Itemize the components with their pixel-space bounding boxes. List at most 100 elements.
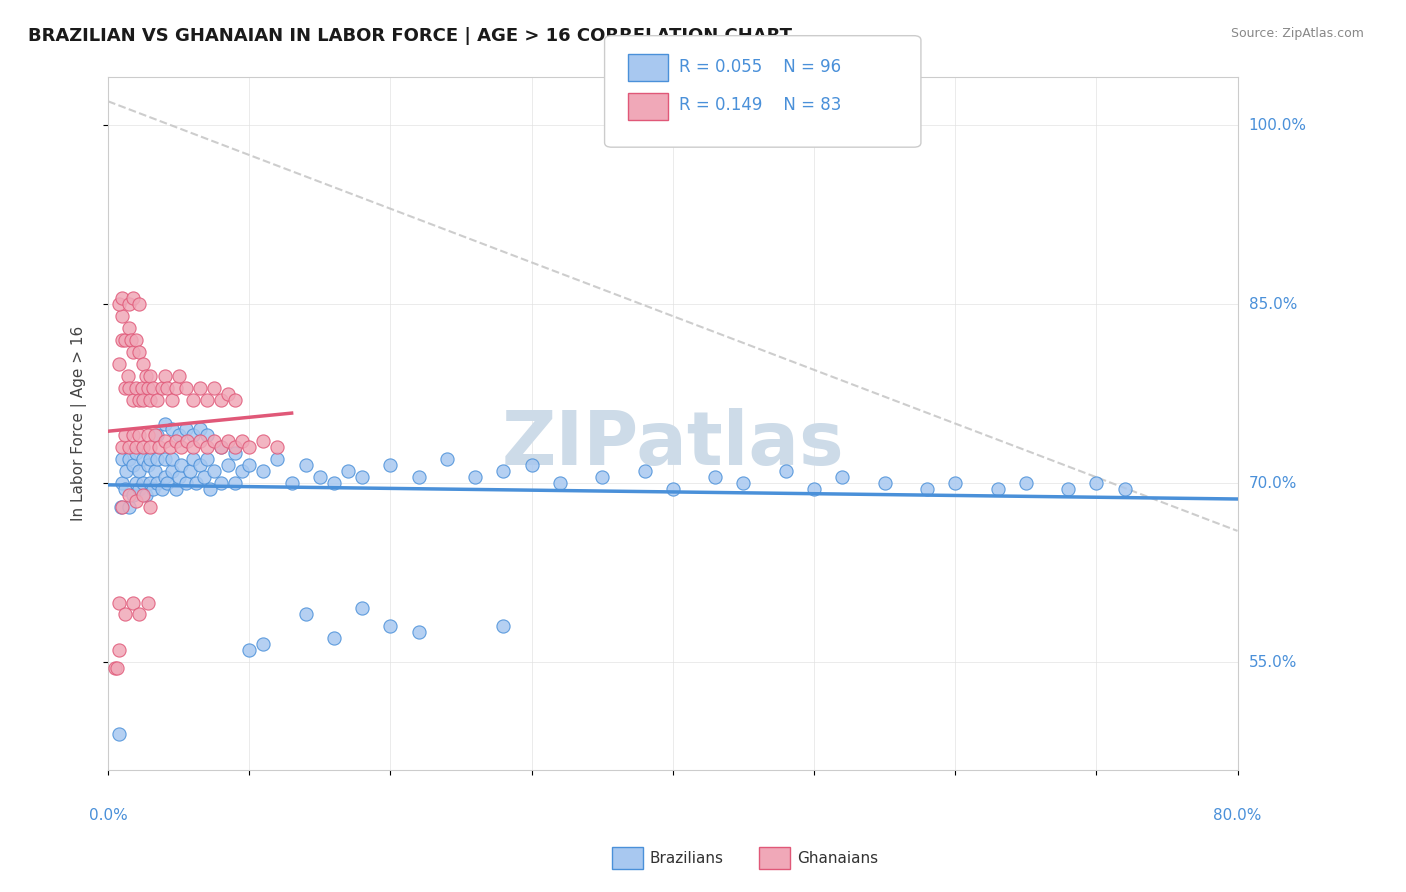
- Point: [159, 441, 181, 455]
- Point: [337, 464, 360, 478]
- Point: [548, 476, 571, 491]
- Point: [704, 470, 727, 484]
- Point: [174, 381, 197, 395]
- Point: [128, 482, 150, 496]
- Point: [111, 291, 134, 305]
- Point: [170, 441, 193, 455]
- Point: [139, 441, 162, 455]
- Point: [1057, 482, 1080, 496]
- Point: [520, 458, 543, 473]
- Point: [111, 309, 134, 323]
- Point: [188, 381, 211, 395]
- Point: [115, 464, 138, 478]
- Point: [150, 482, 173, 496]
- Point: [380, 619, 402, 633]
- Point: [114, 333, 136, 347]
- Point: [662, 482, 685, 496]
- Point: [132, 476, 155, 491]
- Text: R = 0.055    N = 96: R = 0.055 N = 96: [679, 58, 841, 76]
- Point: [108, 357, 131, 371]
- Point: [188, 458, 211, 473]
- Y-axis label: In Labor Force | Age > 16: In Labor Force | Age > 16: [72, 326, 87, 521]
- Text: 0.0%: 0.0%: [89, 808, 128, 823]
- Point: [136, 458, 159, 473]
- Text: Brazilians: Brazilians: [650, 851, 724, 865]
- Point: [160, 392, 183, 407]
- Point: [122, 392, 145, 407]
- Point: [195, 452, 218, 467]
- Text: 70.0%: 70.0%: [1249, 475, 1296, 491]
- Point: [150, 381, 173, 395]
- Point: [873, 476, 896, 491]
- Point: [224, 441, 246, 455]
- Point: [238, 643, 260, 657]
- Point: [408, 625, 430, 640]
- Point: [188, 434, 211, 449]
- Point: [118, 452, 141, 467]
- Point: [118, 321, 141, 335]
- Point: [733, 476, 755, 491]
- Point: [181, 452, 204, 467]
- Point: [195, 428, 218, 442]
- Point: [195, 441, 218, 455]
- Point: [108, 595, 131, 609]
- Point: [118, 297, 141, 311]
- Point: [143, 428, 166, 442]
- Point: [294, 458, 316, 473]
- Point: [224, 446, 246, 460]
- Point: [120, 333, 142, 347]
- Point: [156, 476, 179, 491]
- Point: [125, 494, 148, 508]
- Point: [128, 428, 150, 442]
- Point: [209, 476, 232, 491]
- Point: [352, 470, 374, 484]
- Text: Source: ZipAtlas.com: Source: ZipAtlas.com: [1230, 27, 1364, 40]
- Point: [139, 368, 162, 383]
- Point: [202, 434, 225, 449]
- Point: [146, 452, 169, 467]
- Point: [252, 464, 274, 478]
- Point: [352, 601, 374, 615]
- Point: [915, 482, 938, 496]
- Point: [110, 500, 132, 514]
- Point: [224, 476, 246, 491]
- Point: [136, 381, 159, 395]
- Point: [125, 333, 148, 347]
- Point: [266, 441, 288, 455]
- Point: [1015, 476, 1038, 491]
- Point: [136, 428, 159, 442]
- Point: [165, 434, 187, 449]
- Point: [118, 441, 141, 455]
- Point: [132, 392, 155, 407]
- Point: [139, 500, 162, 514]
- Point: [380, 458, 402, 473]
- Point: [111, 441, 134, 455]
- Point: [122, 428, 145, 442]
- Point: [122, 595, 145, 609]
- Point: [174, 422, 197, 436]
- Point: [153, 470, 176, 484]
- Point: [131, 381, 153, 395]
- Point: [492, 464, 515, 478]
- Point: [167, 470, 190, 484]
- Point: [128, 607, 150, 622]
- Point: [108, 297, 131, 311]
- Point: [153, 434, 176, 449]
- Point: [114, 482, 136, 496]
- Point: [146, 476, 169, 491]
- Point: [231, 434, 253, 449]
- Point: [633, 464, 655, 478]
- Point: [986, 482, 1008, 496]
- Point: [132, 452, 155, 467]
- Point: [122, 458, 145, 473]
- Point: [111, 333, 134, 347]
- Text: 85.0%: 85.0%: [1249, 297, 1296, 311]
- Point: [128, 464, 150, 478]
- Point: [160, 452, 183, 467]
- Point: [146, 428, 169, 442]
- Point: [128, 345, 150, 359]
- Point: [139, 476, 162, 491]
- Point: [266, 452, 288, 467]
- Point: [114, 428, 136, 442]
- Point: [181, 392, 204, 407]
